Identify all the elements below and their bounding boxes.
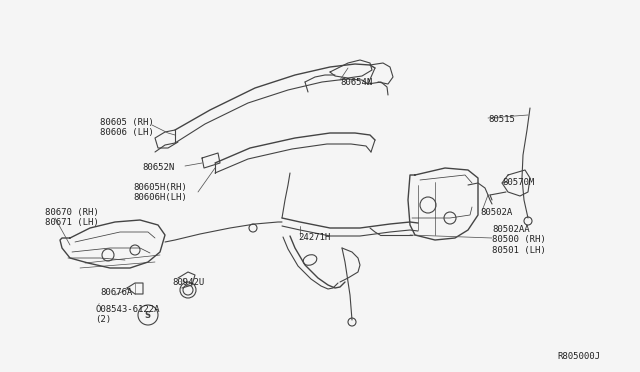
Text: R805000J: R805000J [557,352,600,361]
Text: 80502A: 80502A [480,208,512,217]
Text: Ó08543-6122A
(2): Ó08543-6122A (2) [95,305,159,324]
Text: 24271H: 24271H [298,233,330,242]
Text: S: S [144,311,150,320]
Text: 80670 (RH)
80671 (LH): 80670 (RH) 80671 (LH) [45,208,99,227]
Text: 80605H(RH)
80606H(LH): 80605H(RH) 80606H(LH) [133,183,187,202]
Text: 80502AA
80500 (RH)
80501 (LH): 80502AA 80500 (RH) 80501 (LH) [492,225,546,255]
Text: 80570M: 80570M [502,178,534,187]
Text: 80515: 80515 [488,115,515,124]
Text: 80652N: 80652N [142,163,174,172]
Text: 80654N: 80654N [340,78,372,87]
Text: 80676A: 80676A [100,288,132,297]
Text: 80942U: 80942U [172,278,204,287]
Text: 80605 (RH)
80606 (LH): 80605 (RH) 80606 (LH) [100,118,154,137]
